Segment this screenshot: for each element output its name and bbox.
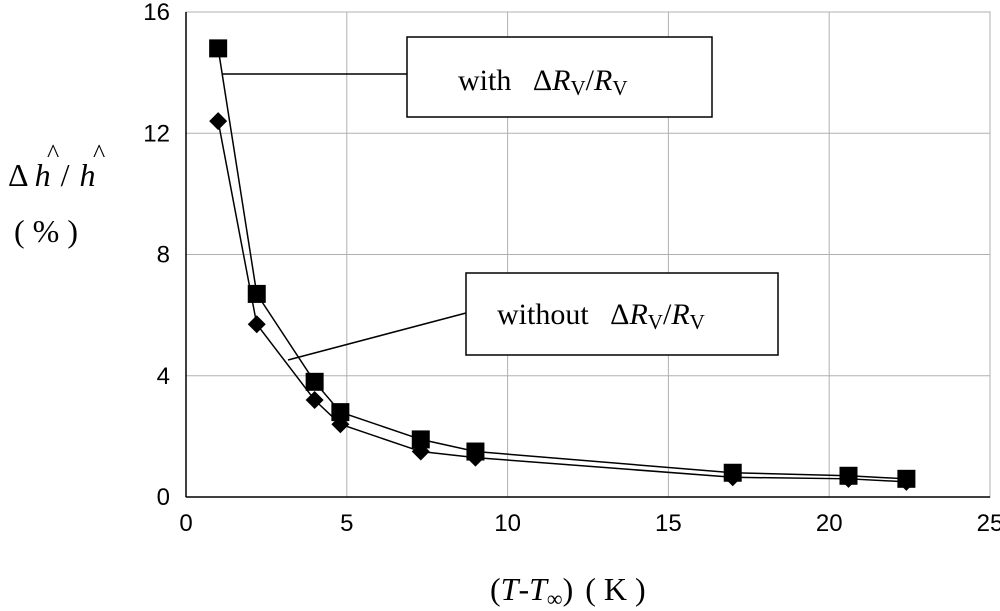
x-tick-labels: 0 5 10 15 20 25 (179, 510, 1000, 537)
svg-text:Δh/h: Δh / h (8, 157, 95, 193)
data-point-diamond (411, 442, 430, 461)
y-label-h2: h (79, 157, 95, 193)
x-tick-label: 20 (816, 510, 843, 537)
y-label-delta: Δ (8, 157, 29, 193)
annotation-without-r1: R (628, 298, 647, 331)
annotation-without-slash: / (663, 298, 672, 331)
y-tick-label: 0 (157, 484, 170, 511)
y-label-hat1: ^ (47, 139, 59, 168)
annotation-without-sub2: V (690, 310, 705, 334)
x-label-t: T (501, 571, 521, 607)
x-tick-label: 0 (179, 510, 192, 537)
data-point-diamond (209, 112, 228, 131)
y-tick-labels: 0 4 8 12 16 (143, 0, 170, 511)
annotation-with-box (406, 36, 713, 118)
data-point-diamond (331, 415, 350, 434)
x-label-subscript: ∞ (547, 586, 563, 611)
annotation-without-box (465, 272, 779, 356)
y-tick-label: 16 (143, 0, 170, 26)
annotation-with-text: with ΔRV/RV (458, 64, 627, 100)
x-tick-label: 10 (494, 510, 521, 537)
data-point-diamond (466, 448, 485, 467)
x-label-dash: - (518, 571, 529, 607)
y-label-hat2: ^ (93, 139, 105, 168)
data-point-diamond (247, 315, 266, 334)
data-point-diamond (897, 472, 916, 491)
x-label-unit: ( K ) (585, 571, 645, 607)
annotation-without-sub1: V (648, 310, 663, 334)
annotation-without-r2: R (670, 298, 689, 331)
data-point-diamond (839, 469, 858, 488)
y-tick-label: 12 (143, 120, 170, 147)
series-square (209, 39, 916, 488)
x-label-open: ( (490, 571, 501, 607)
x-tick-label: 25 (977, 510, 1000, 537)
data-point-diamond (723, 468, 742, 487)
annotation-with-r2: R (593, 64, 612, 97)
annotation-with-sub2: V (612, 76, 627, 100)
annotation-without-delta: Δ (610, 298, 629, 331)
annotation-with-r1: R (551, 64, 570, 97)
x-axis-label: (T-T∞)( K ) (490, 571, 646, 611)
annotation-with-slash: / (586, 64, 595, 97)
y-tick-label: 4 (157, 363, 170, 390)
annotation-without-text: without ΔRV/RV (497, 298, 705, 334)
x-tick-label: 5 (340, 510, 353, 537)
series-group (209, 39, 916, 491)
annotation-with-delta: Δ (533, 64, 552, 97)
series-diamond (209, 112, 916, 491)
annotation-with-prefix: with (458, 64, 511, 97)
data-point-diamond (305, 391, 324, 409)
x-tick-label: 15 (655, 510, 682, 537)
data-point-square (331, 403, 350, 422)
y-tick-label: 8 (157, 242, 170, 269)
data-point-square (411, 430, 430, 449)
y-label-slash: / (61, 157, 70, 193)
y-label-unit: ( % ) (14, 213, 78, 249)
annotation-with-sub1: V (570, 76, 585, 100)
data-point-square (209, 39, 228, 58)
x-label-close: ) (563, 571, 574, 607)
x-label-t2: T (529, 571, 549, 607)
data-point-square (305, 372, 324, 391)
y-label-h1: h (35, 157, 51, 193)
annotation-without-prefix: without (497, 298, 589, 331)
annotation-without-leader (287, 312, 467, 361)
